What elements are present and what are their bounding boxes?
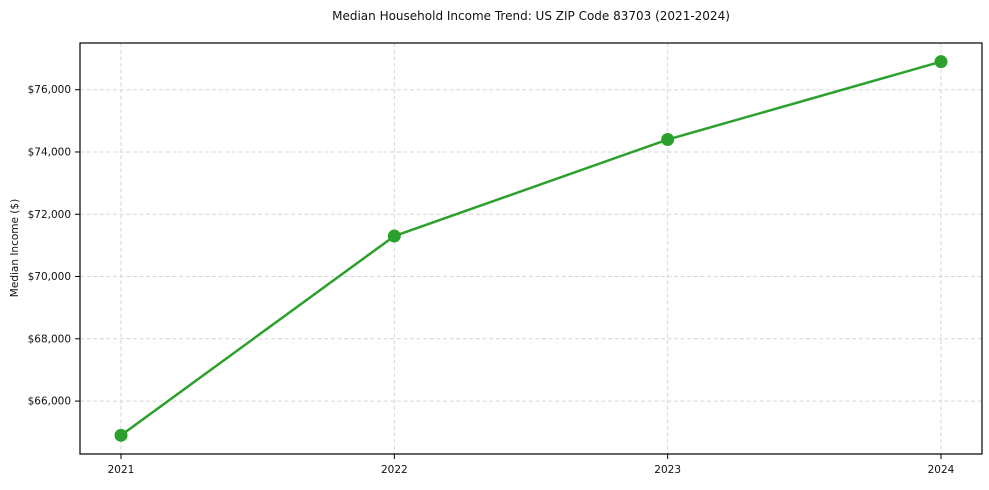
x-tick-label: 2023 xyxy=(654,464,681,476)
x-tick-label: 2024 xyxy=(928,464,955,476)
y-tick-label: $72,000 xyxy=(28,209,71,221)
x-tick-label: 2022 xyxy=(381,464,408,476)
y-tick-label: $68,000 xyxy=(28,333,71,345)
data-point-marker xyxy=(114,428,128,442)
data-point-marker xyxy=(934,55,948,69)
chart-title: Median Household Income Trend: US ZIP Co… xyxy=(332,9,730,23)
y-tick-label: $74,000 xyxy=(28,146,71,158)
data-point-marker xyxy=(661,133,675,147)
y-tick-label: $66,000 xyxy=(28,396,71,408)
trend-line xyxy=(119,60,943,437)
y-tick-label: $70,000 xyxy=(28,271,71,283)
data-point-marker xyxy=(387,229,401,243)
y-tick-label: $76,000 xyxy=(28,84,71,96)
plot-border xyxy=(79,42,983,455)
x-tick-label: 2021 xyxy=(108,464,135,476)
